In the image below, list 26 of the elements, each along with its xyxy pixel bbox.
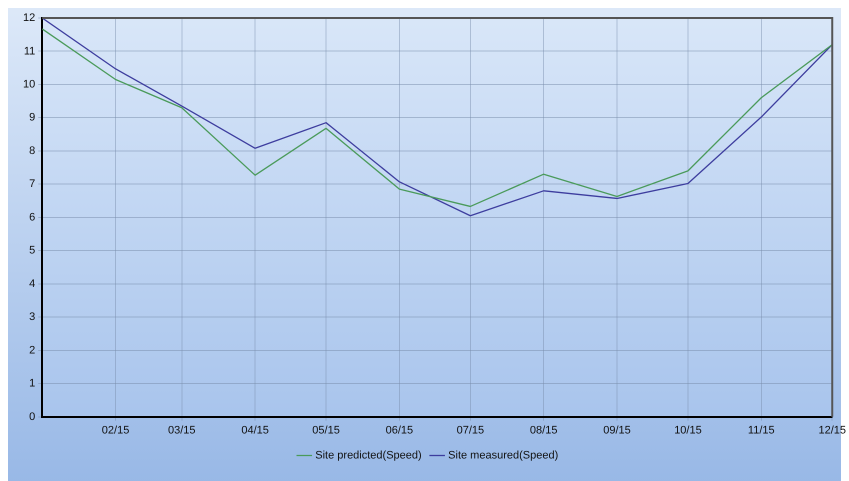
y-tick-label: 11	[24, 45, 36, 58]
x-tick-label: 10/15	[674, 424, 702, 436]
y-tick-label: 0	[29, 410, 36, 423]
y-tick-label: 10	[22, 78, 36, 90]
x-tick-label: 05/15	[312, 424, 340, 436]
x-tick-label: 04/15	[241, 424, 269, 436]
x-tick-label: 12/15	[818, 424, 846, 436]
x-tick-label: 09/15	[603, 424, 631, 436]
y-tick-label: 7	[29, 178, 36, 190]
y-tick-label: 1	[29, 378, 36, 390]
y-tick-label: 6	[29, 211, 36, 224]
x-tick-label: 07/15	[456, 424, 484, 436]
x-tick-label: 11/15	[748, 424, 775, 436]
y-tick-label: 4	[29, 278, 36, 290]
x-tick-label: 02/15	[102, 424, 130, 436]
y-tick-label: 12	[22, 12, 36, 24]
y-tick-label: 9	[29, 112, 36, 124]
x-tick-label: 06/15	[386, 424, 414, 436]
legend-label: Site measured(Speed)	[448, 450, 558, 462]
y-tick-label: 8	[29, 144, 36, 157]
x-tick-label: 03/15	[168, 424, 196, 436]
y-tick-label: 3	[29, 311, 36, 324]
legend-label: Site predicted(Speed)	[315, 450, 422, 462]
y-tick-label: 2	[29, 344, 36, 356]
x-tick-label: 08/15	[530, 424, 558, 436]
y-tick-label: 5	[29, 244, 36, 257]
